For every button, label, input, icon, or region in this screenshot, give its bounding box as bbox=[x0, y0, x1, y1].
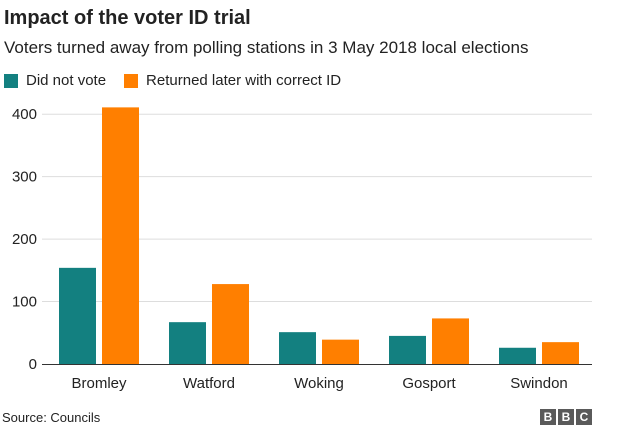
bar-bromley-series-1 bbox=[102, 107, 139, 364]
x-tick-label: Swindon bbox=[510, 375, 568, 392]
x-tick-label: Gosport bbox=[402, 375, 456, 392]
bar-swindon-series-0 bbox=[499, 347, 536, 364]
legend-label-did-not-vote: Did not vote bbox=[26, 72, 107, 89]
bars bbox=[59, 107, 579, 364]
legend-swatch-did-not-vote bbox=[4, 74, 18, 88]
x-tick-label: Bromley bbox=[71, 375, 127, 392]
legend-item-returned-later: Returned later with correct ID bbox=[124, 72, 341, 90]
source-note: Source: Councils bbox=[2, 410, 101, 425]
y-tick-label: 100 bbox=[12, 294, 37, 311]
bbc-logo-letter: C bbox=[576, 409, 592, 425]
bar-gosport-series-0 bbox=[389, 335, 426, 364]
y-tick-label: 400 bbox=[12, 106, 37, 123]
y-tick-label: 200 bbox=[12, 231, 37, 248]
bar-bromley-series-0 bbox=[59, 267, 96, 364]
x-tick-label: Woking bbox=[294, 375, 344, 392]
axes: 0 100 200 300 400 Bromley Watford Woking Gosport… bbox=[12, 106, 592, 392]
legend-swatch-returned-later bbox=[124, 74, 139, 88]
page-subtitle: Voters turned away from polling stations… bbox=[4, 38, 529, 57]
bbc-logo: B B C bbox=[538, 409, 592, 425]
bbc-logo-letter: B bbox=[558, 409, 574, 425]
legend-label-returned-later: Returned later with correct ID bbox=[146, 72, 342, 89]
y-tick-label: 0 bbox=[29, 356, 37, 373]
page-title: Impact of the voter ID trial bbox=[4, 7, 251, 29]
x-tick-label: Watford bbox=[183, 375, 235, 392]
bar-woking-series-1 bbox=[322, 339, 359, 364]
bar-swindon-series-1 bbox=[542, 342, 579, 364]
bbc-logo-letter: B bbox=[540, 409, 556, 425]
legend-item-did-not-vote: Did not vote bbox=[4, 72, 106, 90]
bar-woking-series-0 bbox=[279, 332, 316, 364]
y-tick-label: 300 bbox=[12, 169, 37, 186]
bar-watford-series-1 bbox=[212, 284, 249, 364]
legend: Did not vote Returned later with correct… bbox=[4, 72, 359, 90]
bar-gosport-series-1 bbox=[432, 318, 469, 364]
bar-watford-series-0 bbox=[169, 322, 206, 364]
